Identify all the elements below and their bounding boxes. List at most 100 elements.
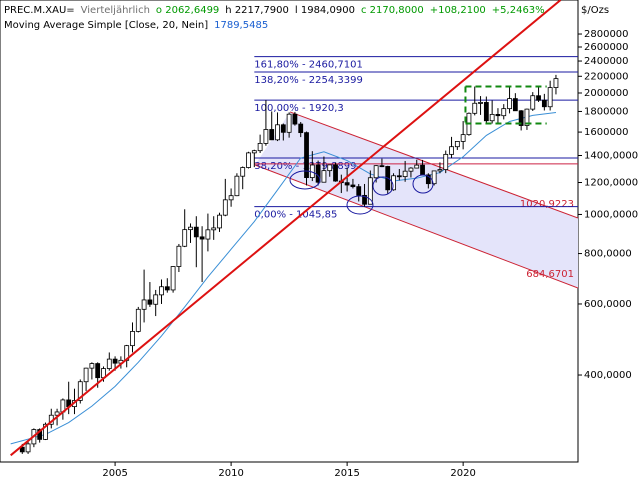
candle-body	[518, 110, 524, 126]
candle-body	[246, 152, 251, 168]
circle-marker	[372, 176, 394, 196]
candle-body	[147, 299, 153, 305]
candle-body	[443, 153, 449, 170]
candle-body	[25, 443, 31, 453]
y-tick-label: 400,0000	[584, 370, 632, 381]
unit-label: $/Ozs	[581, 5, 609, 16]
candle-body	[437, 169, 443, 172]
candle-body	[217, 214, 222, 229]
candle-body	[153, 294, 159, 305]
candle-body	[159, 286, 164, 296]
candle-body	[408, 167, 414, 172]
annotations	[289, 170, 434, 215]
candle-body	[43, 423, 48, 440]
circle-marker	[346, 195, 374, 215]
candle-body	[199, 236, 205, 240]
indicator-value: 1789,5485	[214, 20, 268, 31]
candle-body	[77, 381, 83, 401]
x-tick-label: 2005	[102, 468, 127, 479]
candle-body	[367, 177, 373, 205]
header-part: l 1984,0900	[295, 5, 355, 16]
candle-body	[478, 102, 483, 104]
candle-body	[333, 164, 338, 182]
candle-body	[431, 170, 437, 185]
header-part: +5,2463%	[492, 5, 545, 16]
candle-body	[391, 175, 396, 191]
header-part: h 2217,7900	[225, 5, 289, 16]
candle-body	[541, 99, 547, 108]
candle-body	[257, 142, 263, 152]
candle-body	[449, 146, 454, 155]
candle-body	[396, 175, 402, 178]
candle-body	[176, 245, 182, 267]
header-part: c 2170,8000	[361, 5, 424, 16]
trendline	[10, 0, 562, 457]
candle-body	[182, 229, 188, 247]
y-tick-label: 1200,0000	[584, 178, 638, 189]
candle-body	[402, 170, 408, 178]
candle-body	[483, 102, 489, 122]
y-tick-label: 2800000	[584, 29, 629, 40]
candle-body	[472, 102, 478, 114]
indicator: Moving Average Simple [Close, 20, Nein] 1…	[4, 20, 268, 31]
header-part: o 2062,6499	[156, 5, 219, 16]
candle-body	[280, 124, 286, 133]
candle-body	[495, 113, 501, 117]
candle-body	[170, 266, 176, 291]
y-tick-label: 1600000	[584, 127, 629, 138]
channel-label: 684,6701	[526, 269, 574, 280]
candle-body	[164, 286, 170, 291]
candle-body	[524, 108, 530, 126]
candle-body	[414, 164, 420, 169]
candle-body	[460, 134, 466, 142]
candle-body	[530, 95, 536, 110]
candle-body	[263, 129, 269, 144]
candle-body	[112, 358, 118, 364]
y-tick-label: 1000,0000	[584, 209, 638, 220]
candle-body	[321, 170, 327, 183]
candle-body	[95, 363, 101, 379]
candle-body	[205, 229, 211, 240]
channel-line	[254, 164, 578, 289]
candle-body	[193, 226, 199, 238]
candle-body	[373, 165, 379, 179]
y-tick-label: 1800000	[584, 106, 629, 117]
header-part: Vierteljährlich	[81, 5, 150, 16]
header: PREC.M.XAU= Vierteljährlich o 2062,6499 h 2…	[4, 5, 545, 16]
candle-body	[292, 113, 298, 125]
indicator-label: Moving Average Simple [Close, 20, Nein]	[4, 20, 208, 31]
candle-body	[89, 363, 95, 369]
fib-label: 100,00% - 1920,3	[254, 103, 343, 114]
y-tick-label: 800,0000	[584, 249, 632, 260]
candle-body	[83, 367, 89, 383]
candle-body	[489, 113, 495, 122]
x-tick-label: 2020	[450, 468, 475, 479]
candle-body	[547, 87, 553, 108]
fib-label: 138,20% - 2254,3399	[254, 75, 363, 86]
plot: 1020,9223 684,6701 161,80% - 2460,7101 138,…	[10, 0, 578, 457]
candle-body	[211, 227, 217, 231]
candle-body	[228, 195, 234, 201]
candle-body	[379, 165, 385, 168]
candle-body	[420, 164, 425, 176]
circle-marker	[412, 174, 434, 194]
candle-body	[344, 182, 350, 186]
candle-body	[454, 141, 460, 148]
fib-label: 0,00% - 1045,85	[254, 210, 337, 221]
header-part: +108,2100	[430, 5, 486, 16]
candle-body	[234, 175, 240, 197]
candle-body	[512, 98, 518, 112]
candle-body	[188, 226, 193, 231]
candle-body	[304, 132, 309, 179]
candle-body	[350, 184, 356, 188]
fib-label: 161,80% - 2460,7101	[254, 60, 363, 71]
moving-average	[10, 111, 557, 445]
candle-body	[222, 199, 228, 216]
candle-body	[54, 411, 60, 416]
y-tick-label: 600,0000	[584, 299, 632, 310]
y-tick-label: 2200000	[584, 71, 629, 82]
header-part: PREC.M.XAU=	[4, 5, 75, 16]
channel-line	[289, 111, 578, 219]
candle-body	[362, 194, 367, 205]
